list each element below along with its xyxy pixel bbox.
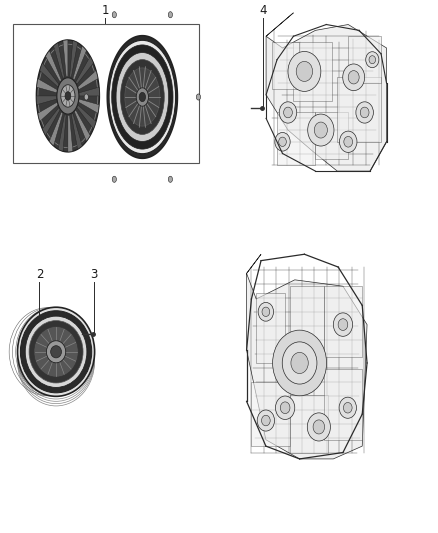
Polygon shape [37, 79, 57, 93]
Circle shape [307, 413, 330, 441]
Polygon shape [49, 112, 63, 146]
Circle shape [343, 402, 352, 413]
Ellipse shape [116, 53, 169, 141]
Circle shape [344, 136, 353, 147]
Polygon shape [42, 108, 60, 135]
Ellipse shape [125, 68, 160, 126]
Circle shape [339, 397, 357, 418]
Ellipse shape [139, 92, 145, 102]
Polygon shape [107, 36, 177, 158]
Polygon shape [63, 40, 68, 77]
Polygon shape [58, 115, 66, 151]
Ellipse shape [29, 320, 83, 383]
Polygon shape [73, 46, 86, 80]
Circle shape [282, 342, 317, 384]
Ellipse shape [109, 41, 176, 154]
Bar [277, 112, 315, 165]
Polygon shape [247, 254, 367, 459]
Circle shape [279, 137, 286, 147]
Polygon shape [36, 96, 57, 104]
Polygon shape [79, 87, 99, 96]
Circle shape [279, 102, 297, 123]
Ellipse shape [61, 85, 75, 107]
Bar [256, 293, 285, 363]
Circle shape [333, 313, 353, 336]
Circle shape [275, 133, 290, 151]
Polygon shape [40, 63, 59, 87]
Circle shape [257, 410, 275, 431]
Text: 2: 2 [35, 269, 43, 281]
Circle shape [284, 107, 293, 118]
Bar [272, 42, 299, 89]
Circle shape [261, 415, 270, 426]
Circle shape [313, 420, 325, 434]
Polygon shape [71, 114, 82, 149]
Circle shape [291, 352, 308, 374]
Polygon shape [70, 41, 78, 77]
Circle shape [366, 52, 379, 68]
Bar [290, 286, 324, 369]
Ellipse shape [21, 311, 92, 393]
Ellipse shape [46, 341, 66, 363]
Polygon shape [68, 115, 73, 152]
Circle shape [343, 64, 364, 91]
Bar [13, 24, 199, 163]
Polygon shape [74, 110, 90, 141]
Ellipse shape [84, 94, 88, 100]
Ellipse shape [18, 307, 95, 397]
Circle shape [258, 302, 274, 321]
Bar [315, 112, 348, 159]
Ellipse shape [168, 12, 173, 18]
Bar [324, 286, 362, 357]
Bar [293, 42, 332, 101]
Circle shape [360, 107, 369, 118]
Polygon shape [76, 56, 93, 84]
Circle shape [272, 330, 327, 396]
Polygon shape [36, 40, 99, 152]
Ellipse shape [57, 78, 79, 114]
Circle shape [369, 55, 376, 63]
Circle shape [338, 319, 348, 330]
Bar [290, 395, 328, 453]
Circle shape [276, 396, 295, 419]
Circle shape [296, 61, 313, 82]
Ellipse shape [112, 176, 117, 182]
Text: 1: 1 [101, 4, 109, 17]
Ellipse shape [25, 316, 87, 387]
Polygon shape [38, 102, 58, 122]
Ellipse shape [112, 12, 117, 18]
Bar [348, 36, 381, 83]
Polygon shape [266, 13, 387, 171]
Circle shape [308, 114, 334, 146]
Ellipse shape [51, 346, 61, 358]
Circle shape [339, 131, 357, 152]
Text: 4: 4 [259, 4, 267, 17]
Circle shape [288, 51, 321, 92]
Ellipse shape [65, 92, 71, 100]
Circle shape [262, 307, 270, 317]
Polygon shape [77, 105, 96, 129]
Circle shape [280, 402, 290, 414]
Circle shape [348, 70, 359, 84]
Bar [251, 382, 290, 446]
Polygon shape [78, 70, 98, 90]
Bar [324, 369, 362, 440]
Ellipse shape [34, 326, 78, 377]
Polygon shape [46, 51, 61, 82]
Ellipse shape [120, 60, 164, 134]
Polygon shape [53, 43, 64, 78]
Bar [337, 77, 381, 142]
Ellipse shape [168, 176, 173, 182]
Polygon shape [78, 99, 99, 113]
Text: 3: 3 [91, 269, 98, 281]
Ellipse shape [196, 94, 201, 100]
Ellipse shape [136, 88, 148, 106]
Circle shape [314, 122, 328, 138]
Ellipse shape [112, 45, 173, 149]
Circle shape [356, 102, 373, 123]
